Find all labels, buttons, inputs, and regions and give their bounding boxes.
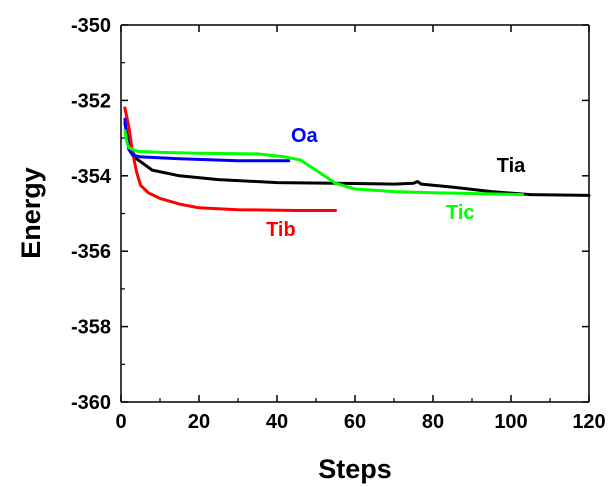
y-tick-label: -350 (71, 15, 111, 37)
x-tick-label: 20 (188, 411, 210, 433)
y-tick-label: -360 (71, 392, 111, 414)
y-tick-label: -356 (71, 241, 111, 263)
plot-frame (120, 24, 590, 403)
series-label-oa: Oa (291, 125, 319, 147)
x-axis-ticks: 0 20 40 60 80 100 120 (115, 25, 606, 433)
series-label-tic: Tic (446, 202, 475, 224)
y-tick-label: -352 (71, 90, 111, 112)
series-lines (123, 106, 591, 212)
x-tick-label: 120 (572, 411, 605, 433)
series-line-tic (123, 129, 525, 197)
series-label-tib: Tib (266, 219, 296, 241)
series-label-tia: Tia (497, 155, 526, 177)
x-tick-label: 80 (422, 411, 444, 433)
y-axis-ticks: -360 -358 -356 -354 -352 -350 (71, 15, 589, 414)
x-tick-label: 100 (494, 411, 527, 433)
x-tick-label: 40 (266, 411, 288, 433)
x-tick-label: 60 (344, 411, 366, 433)
series-line-tia (123, 121, 591, 197)
x-axis-title: Steps (318, 454, 392, 484)
y-tick-label: -354 (71, 166, 112, 188)
y-axis-title: Energy (16, 167, 46, 259)
series-labels: Tia Tib Oa Tic (266, 125, 526, 241)
y-tick-label: -358 (71, 317, 111, 339)
x-tick-label: 0 (115, 411, 126, 433)
